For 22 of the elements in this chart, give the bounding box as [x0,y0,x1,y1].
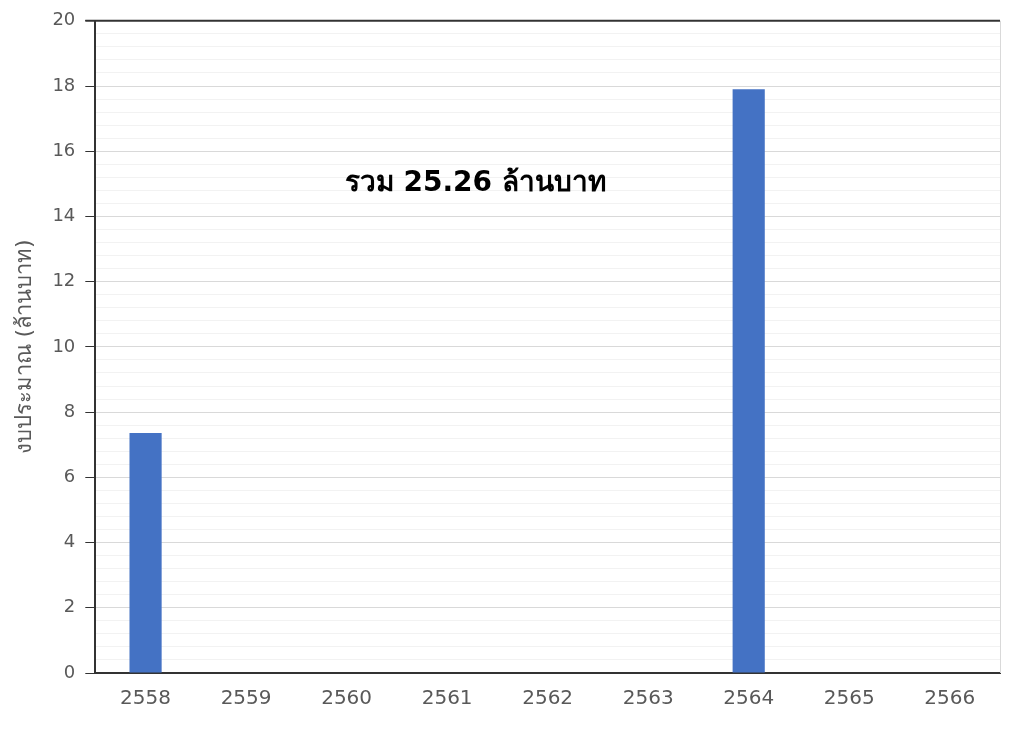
y-tick-label: 10 [52,334,76,356]
x-tick-label: 2563 [622,685,674,710]
y-tick-label: 14 [52,204,76,226]
y-tick-label: 16 [52,138,76,160]
x-tick-label: 2559 [220,685,272,710]
x-tick-label: 2560 [321,685,373,710]
x-tick-label: 2566 [924,685,976,710]
y-axis-title: งบประมาณ (ล้านบาท) [10,239,36,455]
y-tick-label: 18 [52,73,76,95]
x-tick-label: 2565 [823,685,875,710]
annotation: รวม 25.26 ล้านบาท [344,165,606,199]
x-tick-label: 2558 [120,685,172,710]
y-tick-label: 4 [63,530,76,552]
x-tick-label: 2564 [723,685,775,710]
y-tick-label: 12 [52,269,76,291]
x-tick-label: 2561 [421,685,473,710]
y-tick-label: 8 [63,399,76,421]
y-tick-label: 0 [63,660,76,682]
y-tick-label: 20 [52,8,76,30]
x-tick-label: 2562 [522,685,574,710]
y-tick-label: 2 [63,595,76,617]
y-tick-label: 6 [63,465,76,487]
